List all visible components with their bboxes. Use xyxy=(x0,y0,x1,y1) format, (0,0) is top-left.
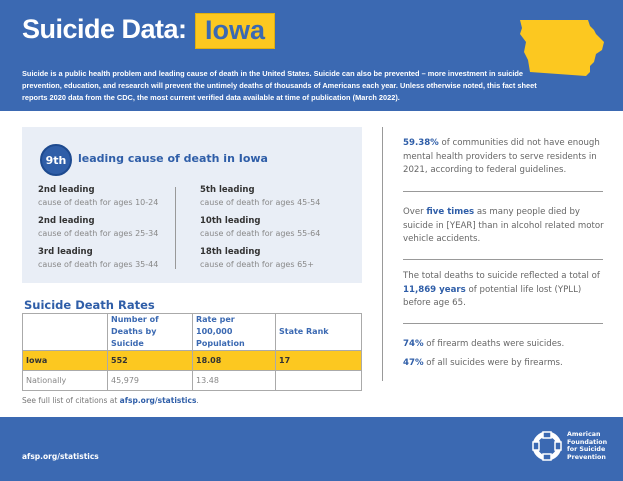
divider xyxy=(382,127,383,381)
fact-item: 59.38% of communities did not have enoug… xyxy=(403,138,600,175)
divider xyxy=(403,259,603,260)
page-title: Suicide Data: xyxy=(22,14,187,44)
table-header-row: Number of Deaths by Suicide Rate per 100… xyxy=(22,313,362,351)
fact-item: Over five times as many people died by s… xyxy=(403,207,604,244)
afsp-logo: American Foundation for Suicide Prevention xyxy=(532,431,607,461)
rates-title: Suicide Death Rates xyxy=(24,298,155,312)
rates-table: Number of Deaths by Suicide Rate per 100… xyxy=(22,313,362,391)
fact-item: 74% of firearm deaths were suicides. xyxy=(403,339,565,349)
state-name: Iowa xyxy=(195,13,276,49)
age-rank-item: 2nd leading cause of death for ages 25-34 xyxy=(38,216,159,238)
age-rank-item: 18th leading cause of death for ages 65+ xyxy=(200,247,314,269)
age-rank-item: 10th leading cause of death for ages 55-6… xyxy=(200,216,321,238)
table-row: Iowa 552 18.08 17 xyxy=(22,350,362,371)
rank-label: leading cause of death in Iowa xyxy=(78,152,268,165)
divider xyxy=(175,187,176,269)
divider xyxy=(403,191,603,192)
age-rank-item: 5th leading cause of death for ages 45-54 xyxy=(200,185,321,207)
age-rank-item: 3rd leading cause of death for ages 35-44 xyxy=(38,247,159,269)
fact-item: 47% of all suicides were by firearms. xyxy=(403,358,563,368)
citation-link[interactable]: afsp.org/statistics xyxy=(119,396,197,405)
intro-text: Suicide is a public health problem and l… xyxy=(22,69,537,102)
rank-badge: 9th xyxy=(40,144,72,176)
life-ring-icon xyxy=(532,431,562,461)
age-rank-item: 2nd leading cause of death for ages 10-24 xyxy=(38,185,159,207)
ranking-panel: 9th leading cause of death in Iowa 2nd l… xyxy=(22,127,362,283)
footer: afsp.org/statistics American Foundation fo… xyxy=(0,417,623,481)
header: Suicide Data: Iowa Suicide is a public h… xyxy=(0,0,623,111)
iowa-map-icon xyxy=(520,20,604,76)
fact-item: The total deaths to suicide reflected a … xyxy=(403,271,600,308)
table-row: Nationally 45,979 13.48 xyxy=(22,370,362,391)
citation: See full list of citations at afsp.org/s… xyxy=(22,396,199,405)
footer-link[interactable]: afsp.org/statistics xyxy=(22,452,99,461)
divider xyxy=(403,323,603,324)
